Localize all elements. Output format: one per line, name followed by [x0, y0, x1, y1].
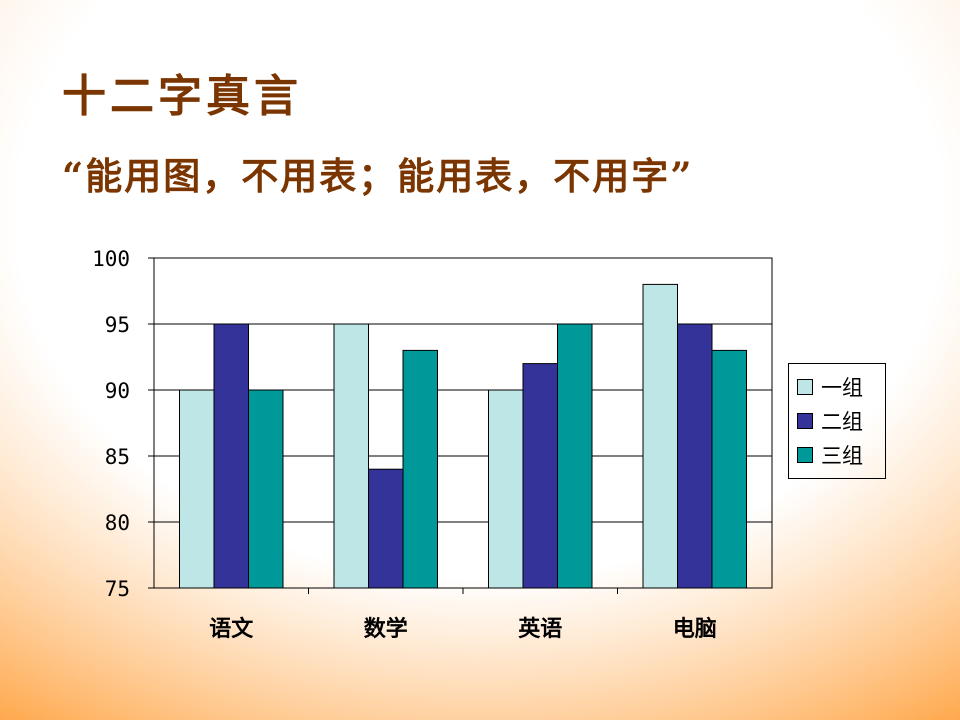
x-tick-label: 英语: [518, 616, 562, 642]
x-tick-labels: 语文 数学 英语 电脑: [209, 616, 717, 642]
bar: [368, 468, 404, 589]
legend-item: 一组: [789, 370, 885, 404]
y-tick-label: 75: [105, 577, 130, 601]
x-tick-label: 数学: [364, 616, 408, 642]
bar: [677, 323, 713, 589]
axes: [148, 257, 773, 594]
slide-subtitle: “能用图，不用表；能用表，不用字”: [62, 154, 694, 198]
chart-legend: 一组 二组 三组: [788, 363, 886, 479]
bar: [333, 323, 369, 589]
y-tick-label: 100: [92, 247, 130, 271]
bar: [402, 349, 438, 589]
y-tick-label: 85: [105, 445, 130, 469]
bar: [213, 323, 249, 589]
bar: [642, 283, 678, 589]
bar: [248, 389, 284, 589]
legend-swatch-series-1: [797, 379, 813, 395]
slide-title: 十二字真言: [62, 71, 302, 122]
x-tick-label: 语文: [209, 616, 254, 642]
y-tick-labels: 75 80 85 90 95 100: [92, 247, 130, 601]
legend-swatch-series-3: [797, 447, 813, 463]
legend-item: 三组: [789, 438, 885, 472]
legend-swatch-series-2: [797, 413, 813, 429]
bars: [179, 283, 747, 589]
y-tick-label: 80: [105, 511, 130, 535]
legend-item: 二组: [789, 404, 885, 438]
bar: [522, 363, 558, 589]
bar: [179, 389, 215, 589]
legend-label-series-3: 三组: [821, 444, 863, 468]
bar: [557, 323, 593, 589]
legend-label-series-2: 二组: [821, 410, 863, 434]
y-tick-label: 90: [105, 379, 130, 403]
x-tick-label: 电脑: [673, 616, 717, 642]
y-tick-label: 95: [105, 313, 130, 337]
legend-label-series-1: 一组: [821, 376, 863, 400]
bar: [711, 349, 747, 589]
bar: [488, 389, 524, 589]
